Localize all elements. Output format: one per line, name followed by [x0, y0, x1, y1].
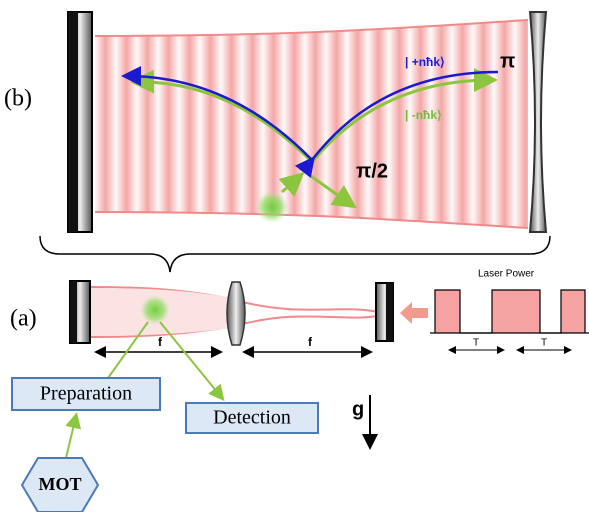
laser-power-label: Laser Power — [478, 269, 535, 280]
focal-label: f — [158, 335, 163, 349]
diagram: (b) | +nħk⟩ | -nħk⟩ π π/2 (a) Laser Powe… — [0, 0, 589, 512]
panel-label: (a) — [10, 306, 37, 332]
mirror-coating — [68, 12, 78, 232]
atom-cloud — [140, 295, 170, 325]
laser-arrow — [400, 302, 428, 324]
curved-mirror — [530, 12, 546, 232]
mot-label: MOT — [39, 474, 82, 494]
atom-cloud — [256, 191, 288, 223]
standing-wave — [95, 20, 528, 228]
atom-path — [160, 322, 222, 398]
mirror-coating — [70, 281, 77, 343]
brace — [40, 236, 550, 272]
period-label: T — [473, 338, 479, 349]
lens — [227, 282, 245, 345]
mirror-coating — [386, 283, 393, 341]
period-label: T — [541, 338, 547, 349]
panel-label: (b) — [4, 86, 32, 112]
pulse-train — [435, 290, 585, 333]
ket-minus: | -nħk⟩ — [405, 108, 442, 122]
detection-label: Detection — [213, 407, 291, 429]
ket-plus: | +nħk⟩ — [405, 55, 445, 69]
pi-pulse: π — [500, 50, 515, 72]
preparation-label: Preparation — [40, 383, 132, 405]
pi-half-pulse: π/2 — [356, 160, 388, 182]
focal-label: f — [308, 335, 313, 349]
gravity-label: g — [352, 398, 364, 420]
atom-path — [66, 416, 76, 458]
